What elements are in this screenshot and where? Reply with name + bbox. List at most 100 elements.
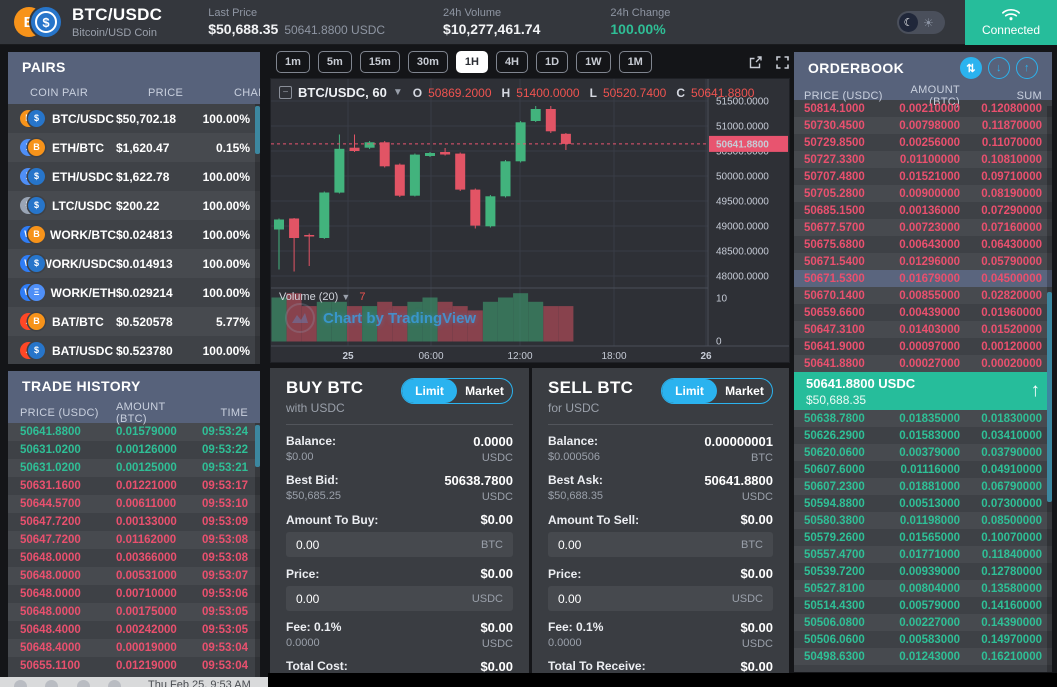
orderbook-view-both-button[interactable]: ⇅ xyxy=(960,57,982,79)
ask-row[interactable]: 50707.4800 0.01521000 0.09710000 xyxy=(794,168,1052,185)
bid-sum: 0.11840000 xyxy=(981,548,1042,561)
pair-row[interactable]: ▲ B BAT/BTC $0.520578 5.77% xyxy=(8,307,260,336)
svg-text:26: 26 xyxy=(700,351,712,362)
buy-price-input[interactable] xyxy=(296,591,472,606)
orderbook-view-asks-button[interactable]: ↓ xyxy=(988,57,1010,79)
buy-tab-limit[interactable]: Limit xyxy=(402,379,457,403)
orderbook-scrollbar[interactable] xyxy=(1047,106,1052,672)
buy-amount-input[interactable] xyxy=(296,537,481,552)
bid-row[interactable]: 50607.6000 0.01116000 0.04910000 xyxy=(794,461,1052,478)
chevron-down-icon[interactable]: ▼ xyxy=(341,292,351,302)
pair-row[interactable]: B $ BTC/USDC $50,702.18 100.00% xyxy=(8,104,260,133)
trade-time: 09:53:06 xyxy=(201,588,248,600)
ask-row[interactable]: 50671.5300 0.01679000 0.04500000 xyxy=(794,270,1052,287)
os-taskbar[interactable]: Thu Feb 25, 9:53 AM xyxy=(0,677,268,687)
chevron-down-icon[interactable]: ▼ xyxy=(392,87,403,98)
taskbar-app-icon[interactable] xyxy=(76,680,90,687)
bid-row[interactable]: 50527.8100 0.00804000 0.13580000 xyxy=(794,580,1052,597)
buy-balance-label: Balance: xyxy=(286,434,337,448)
bid-row[interactable]: 50638.7800 0.01835000 0.01830000 xyxy=(794,410,1052,427)
sell-order-type-tabs: Limit Market xyxy=(661,378,773,404)
ask-row[interactable]: 50727.3300 0.01100000 0.10810000 xyxy=(794,151,1052,168)
fullscreen-icon[interactable] xyxy=(775,55,790,70)
timeframe-button-1D[interactable]: 1D xyxy=(536,51,569,73)
price-chart[interactable]: 51500.0000 51000.0000 50500.0000 50000.0000… xyxy=(270,78,790,363)
ask-row[interactable]: 50814.1000 0.00210000 0.12080000 xyxy=(794,100,1052,117)
ask-amount: 0.01296000 xyxy=(899,255,960,268)
trade-amount: 0.01219000 xyxy=(116,660,177,672)
pair-row[interactable]: W $ WORK/USDC $0.014913 100.00% xyxy=(8,249,260,278)
timeframe-button-30m[interactable]: 30m xyxy=(407,51,448,73)
bid-row[interactable]: 50506.0800 0.00227000 0.14390000 xyxy=(794,614,1052,631)
bid-row[interactable]: 50607.2300 0.01881000 0.06790000 xyxy=(794,478,1052,495)
sell-amount-label: Amount To Sell: xyxy=(548,512,640,527)
orderbook-spread-row[interactable]: 50641.8800 USDC $50,688.35 ↑ xyxy=(794,372,1052,410)
theme-toggle[interactable]: ☾ ☀ xyxy=(897,11,945,34)
sell-price-input[interactable] xyxy=(558,591,732,606)
pair-row[interactable]: Ł $ LTC/USDC $200.22 100.00% xyxy=(8,191,260,220)
buy-amount-usd: $0.00 xyxy=(480,512,513,527)
timeframe-button-1m[interactable]: 1m xyxy=(276,51,310,73)
ask-sum: 0.07290000 xyxy=(981,204,1042,217)
trade-time: 09:53:10 xyxy=(201,498,248,510)
timeframe-button-1H[interactable]: 1H xyxy=(455,51,488,73)
bid-row[interactable]: 50594.8800 0.00513000 0.07300000 xyxy=(794,495,1052,512)
ask-row[interactable]: 50675.6800 0.00643000 0.06430000 xyxy=(794,236,1052,253)
ask-row[interactable]: 50671.5400 0.01296000 0.05790000 xyxy=(794,253,1052,270)
ask-row[interactable]: 50729.8500 0.00256000 0.11070000 xyxy=(794,134,1052,151)
timeframe-button-5m[interactable]: 5m xyxy=(317,51,352,73)
buy-tab-market[interactable]: Market xyxy=(465,384,504,398)
trade-amount: 0.00019000 xyxy=(116,642,177,654)
bid-sum: 0.14390000 xyxy=(981,616,1042,629)
ask-row[interactable]: 50705.2800 0.00900000 0.08190000 xyxy=(794,185,1052,202)
bid-row[interactable]: 50626.2900 0.01583000 0.03410000 xyxy=(794,427,1052,444)
bid-row[interactable]: 50506.0600 0.00583000 0.14970000 xyxy=(794,631,1052,648)
ask-row[interactable]: 50670.1400 0.00855000 0.02820000 xyxy=(794,287,1052,304)
chart-symbol: BTC/USDC, 60 xyxy=(298,85,387,100)
ask-row[interactable]: 50730.4500 0.00798000 0.11870000 xyxy=(794,117,1052,134)
taskbar-app-icon[interactable] xyxy=(45,680,59,687)
ask-row[interactable]: 50641.9000 0.00097000 0.00120000 xyxy=(794,338,1052,355)
ask-row[interactable]: 50647.3100 0.01403000 0.01520000 xyxy=(794,321,1052,338)
trade-price: 50641.8800 xyxy=(20,426,81,438)
orderbook-view-bids-button[interactable]: ↑ xyxy=(1016,57,1038,79)
bid-sum: 0.04910000 xyxy=(981,463,1042,476)
ask-row[interactable]: 50659.6600 0.00439000 0.01960000 xyxy=(794,304,1052,321)
pairs-scrollbar[interactable] xyxy=(255,104,260,364)
bid-row[interactable]: 50539.7200 0.00939000 0.12780000 xyxy=(794,563,1052,580)
bid-row[interactable]: 50580.3800 0.01198000 0.08500000 xyxy=(794,512,1052,529)
timeframe-button-4H[interactable]: 4H xyxy=(495,51,528,73)
sell-amount-input[interactable] xyxy=(558,537,741,552)
ask-row[interactable]: 50641.8800 0.00027000 0.00020000 xyxy=(794,355,1052,372)
bid-row[interactable]: 50514.4300 0.00579000 0.14160000 xyxy=(794,597,1052,614)
ohlc-open-value: 50869.2000 xyxy=(428,85,492,100)
timeframe-button-1W[interactable]: 1W xyxy=(576,51,611,73)
bid-price: 50579.2600 xyxy=(804,531,865,544)
buy-fee-usd: $0.00 xyxy=(480,620,513,635)
bid-row[interactable]: 50557.4700 0.01771000 0.11840000 xyxy=(794,546,1052,563)
timeframe-button-1M[interactable]: 1M xyxy=(618,51,652,73)
connection-status-button[interactable]: Connected xyxy=(965,0,1057,45)
bid-row[interactable]: 50498.6300 0.01243000 0.16210000 xyxy=(794,648,1052,665)
pair-row[interactable]: Ξ B ETH/BTC $1,620.47 0.15% xyxy=(8,133,260,162)
bid-row[interactable]: 50620.0600 0.00379000 0.03790000 xyxy=(794,444,1052,461)
open-external-icon[interactable] xyxy=(748,55,763,70)
pair-row[interactable]: ▲ $ BAT/USDC $0.523780 100.00% xyxy=(8,336,260,364)
bid-amount: 0.01565000 xyxy=(899,531,960,544)
sell-tab-limit[interactable]: Limit xyxy=(662,379,717,403)
pair-row[interactable]: W Ξ WORK/ETH $0.029214 100.00% xyxy=(8,278,260,307)
pair-row[interactable]: Ξ $ ETH/USDC $1,622.78 100.00% xyxy=(8,162,260,191)
pair-price: $50,702.18 xyxy=(116,111,177,126)
timeframe-button-15m[interactable]: 15m xyxy=(359,51,400,73)
trade-history-scrollbar[interactable] xyxy=(255,423,260,677)
ask-row[interactable]: 50677.5700 0.00723000 0.07160000 xyxy=(794,219,1052,236)
collapse-legend-icon[interactable]: − xyxy=(279,86,292,99)
bid-row[interactable]: 50579.2600 0.01565000 0.10070000 xyxy=(794,529,1052,546)
svg-text:0: 0 xyxy=(716,337,722,348)
ask-sum: 0.02820000 xyxy=(981,289,1042,302)
ask-row[interactable]: 50685.1500 0.00136000 0.07290000 xyxy=(794,202,1052,219)
taskbar-app-icon[interactable] xyxy=(108,680,122,687)
sell-tab-market[interactable]: Market xyxy=(725,384,764,398)
pair-row[interactable]: W B WORK/BTC $0.024813 100.00% xyxy=(8,220,260,249)
taskbar-app-icon[interactable] xyxy=(14,680,27,687)
